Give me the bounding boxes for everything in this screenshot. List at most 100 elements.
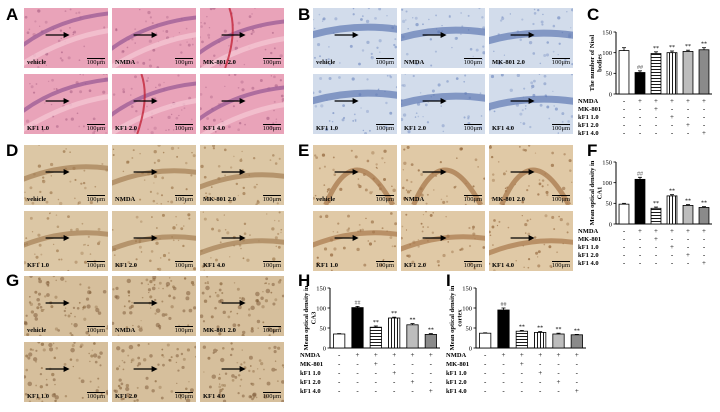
group-symbol: + xyxy=(575,351,579,359)
micrograph-e-2: NMDA 100μm xyxy=(401,145,485,205)
scale-bar-label: 100μm xyxy=(463,58,483,66)
group-symbol: - xyxy=(687,113,690,121)
group-symbol: - xyxy=(484,351,487,359)
group-symbol: - xyxy=(703,235,706,243)
micrograph-g-2: NMDA 100μm xyxy=(112,276,196,336)
panel-letter-e: E xyxy=(298,141,310,160)
micrograph-label: KF1 4.0 xyxy=(492,262,515,269)
significance-mark: ** xyxy=(669,45,675,51)
significance-mark: ** xyxy=(391,311,397,317)
group-symbol: - xyxy=(703,113,706,121)
bar-nmda xyxy=(634,72,646,95)
y-tick-label: 50 xyxy=(320,325,327,332)
group-symbol: - xyxy=(655,113,658,121)
significance-mark: ** xyxy=(519,324,525,330)
micrograph-label: KF1 1.0 xyxy=(27,125,50,132)
bar-vehicle xyxy=(618,50,630,95)
group-symbol: - xyxy=(623,243,626,251)
y-axis-label: The number of Nisslbodies xyxy=(589,35,604,92)
y-tick-label: 100 xyxy=(316,305,326,312)
group-symbol: - xyxy=(639,105,642,113)
group-row-label: NMDA xyxy=(578,228,599,235)
group-symbol: - xyxy=(393,360,396,368)
significance-mark: ** xyxy=(701,201,707,207)
group-symbol: - xyxy=(393,387,396,395)
scale-bar-label: 100μm xyxy=(375,124,395,132)
bar-kf1-2-0 xyxy=(682,51,694,95)
y-tick-label: 150 xyxy=(316,285,326,292)
group-row-label: kF1 2.0 xyxy=(300,379,321,386)
group-symbol: - xyxy=(687,105,690,113)
group-symbol: - xyxy=(623,129,626,137)
bar-mk-801 xyxy=(515,330,528,349)
micrograph-a-6: KF1 4.0 100μm xyxy=(200,74,284,134)
group-symbol: - xyxy=(655,259,658,267)
micrograph-b-4: KF1 1.0 100μm xyxy=(313,74,397,134)
group-symbol: - xyxy=(687,129,690,137)
y-axis-label: Mean optical density incortex xyxy=(449,285,464,350)
chart-axes: 0 50 100 150 xyxy=(462,285,586,352)
scale-bar-label: 100μm xyxy=(86,392,106,400)
significance-mark: ** xyxy=(685,199,691,205)
group-symbol: - xyxy=(639,259,642,267)
micrograph-b-1: vehicle 100μm xyxy=(313,8,397,68)
group-row-label: kF1 1.0 xyxy=(578,114,599,121)
micrograph-d-1: vehicle 100μm xyxy=(24,145,108,205)
group-symbol: - xyxy=(623,97,626,105)
y-tick-label: 0 xyxy=(609,221,612,228)
group-symbol: - xyxy=(338,360,341,368)
bar-kf1-1-0 xyxy=(388,317,401,349)
group-symbol: - xyxy=(484,387,487,395)
group-symbol: + xyxy=(638,97,642,105)
micrograph-g-6: KF1 4.0 100μm xyxy=(200,342,284,402)
chart-axes: 0 50 100 150 xyxy=(316,285,440,352)
bar-vehicle xyxy=(333,333,346,349)
group-symbol: + xyxy=(538,351,542,359)
scale-bar-label: 100μm xyxy=(86,326,106,334)
group-row-label: kF1 4.0 xyxy=(446,388,467,395)
group-symbol: - xyxy=(639,243,642,251)
significance-mark: ** xyxy=(410,318,416,324)
group-row-label: NMDA xyxy=(446,352,467,359)
significance-mark: ** xyxy=(669,189,675,195)
micrograph-a-3: MK-801 2.0 100μm xyxy=(200,8,284,68)
scale-bar-label: 100μm xyxy=(375,195,395,203)
panel-letter-f: F xyxy=(587,141,598,160)
group-symbol: + xyxy=(654,235,658,243)
group-row-label: NMDA xyxy=(578,98,599,105)
bar-chart-i: 0 50 100 150 Mean optical density incortex ##… xyxy=(446,278,592,412)
group-symbol: - xyxy=(576,360,579,368)
y-axis-label: Mean optical density inCA3 xyxy=(303,285,318,350)
micrograph-e-3: MK-801 2.0 100μm xyxy=(489,145,573,205)
scale-bar-label: 100μm xyxy=(262,392,282,400)
bar-chart-f: 0 50 100 150 Mean optical density inCA1 ## ** *… xyxy=(578,154,720,270)
group-symbol: - xyxy=(623,105,626,113)
group-symbol: - xyxy=(484,360,487,368)
group-row-label: kF1 2.0 xyxy=(578,122,599,129)
group-row-label: MK-801 xyxy=(578,106,601,113)
group-symbol: + xyxy=(702,129,706,137)
group-symbol: - xyxy=(430,369,433,377)
micrograph-label: KF1 2.0 xyxy=(404,125,427,132)
micrograph-label: KF1 4.0 xyxy=(203,262,226,269)
bar-nmda xyxy=(497,309,510,349)
group-row-label: MK-801 xyxy=(446,361,469,368)
significance-mark: ** xyxy=(428,328,434,334)
micrograph-label: KF1 4.0 xyxy=(203,125,226,132)
group-symbol: - xyxy=(338,369,341,377)
group-row-label: kF1 4.0 xyxy=(578,260,599,267)
micrograph-g-3: MK-801 2.0 100μm xyxy=(200,276,284,336)
group-symbol: + xyxy=(686,227,690,235)
bar-kf1-1-0 xyxy=(534,332,547,349)
micrograph-b-3: MK-801 2.0 100μm xyxy=(489,8,573,68)
bar-nmda xyxy=(351,307,364,349)
scale-bar-label: 100μm xyxy=(262,124,282,132)
group-row-label: kF1 4.0 xyxy=(300,388,321,395)
micrograph-label: KF1 2.0 xyxy=(404,262,427,269)
bar-kf1-4-0 xyxy=(698,207,710,225)
micrograph-d-3: MK-801 2.0 100μm xyxy=(200,145,284,205)
significance-mark: ** xyxy=(556,327,562,333)
bar-chart-c: 0 50 100 150 The number of Nisslbodies ## ** **… xyxy=(578,26,720,137)
panel-letter-a: A xyxy=(6,5,19,24)
group-symbol: + xyxy=(670,113,674,121)
